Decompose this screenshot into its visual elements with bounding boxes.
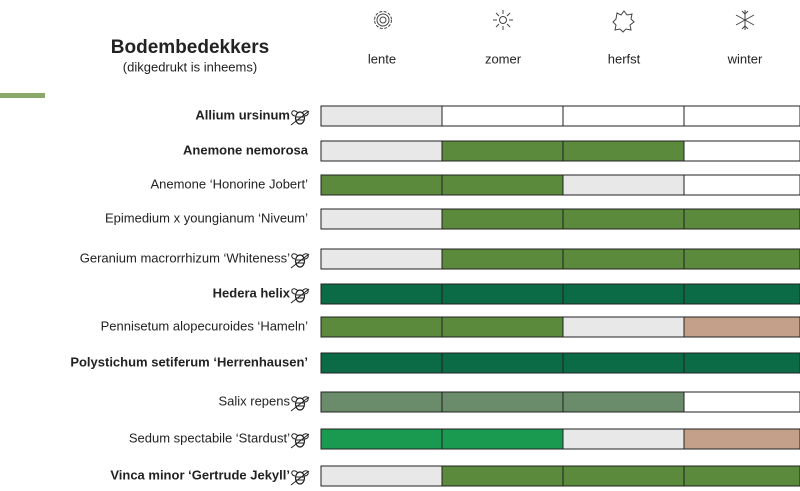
season-cell: [320, 283, 443, 305]
bee-body: [294, 289, 306, 303]
bee-icon: [290, 396, 310, 412]
season-cell: [562, 105, 685, 127]
season-cell: [683, 465, 800, 487]
season-cell: [683, 352, 800, 374]
season-cell: [562, 248, 685, 270]
plant-name: Allium ursinum: [195, 107, 290, 122]
season-cell: [683, 391, 800, 413]
season-cell: [320, 465, 443, 487]
plant-name: Sedum spectabile ‘Stardust’: [129, 430, 290, 445]
bee-icon: [290, 433, 310, 449]
season-cell: [441, 248, 564, 270]
season-cell: [683, 105, 800, 127]
bee-wings: [290, 253, 310, 269]
autumn-icon: [612, 10, 635, 33]
season-cell: [683, 140, 800, 162]
season-cell: [441, 316, 564, 338]
accent-bar: [0, 93, 45, 98]
season-label: zomer: [485, 51, 522, 66]
plant-name: Geranium macrorrhizum ‘Whiteness’: [80, 250, 290, 265]
plant-name: Pennisetum alopecuroides ‘Hameln’: [101, 318, 309, 333]
season-cell: [441, 174, 564, 196]
season-cell: [683, 316, 800, 338]
season-cell: [320, 352, 443, 374]
season-cell: [441, 352, 564, 374]
bee-icon: [290, 110, 310, 126]
season-cell: [683, 208, 800, 230]
season-cell: [441, 391, 564, 413]
bee-wings: [290, 433, 310, 449]
season-cell: [441, 105, 564, 127]
season-cell: [562, 208, 685, 230]
subtitle: (dikgedrukt is inheems): [123, 59, 257, 74]
season-cell: [320, 208, 443, 230]
season-label: herfst: [608, 51, 641, 66]
bee-body: [294, 397, 306, 411]
bee-body: [294, 434, 306, 448]
season-cell: [320, 174, 443, 196]
season-cell: [320, 316, 443, 338]
plant-name: Hedera helix: [213, 285, 291, 300]
plant-name: Anemone nemorosa: [183, 142, 309, 157]
bee-icon: [290, 288, 310, 304]
season-cell: [683, 174, 800, 196]
bee-wings: [290, 288, 310, 304]
bee-icon: [290, 253, 310, 269]
season-cell: [320, 105, 443, 127]
season-cell: [562, 316, 685, 338]
season-label: lente: [368, 51, 396, 66]
title: Bodembedekkers: [111, 37, 269, 58]
season-cell: [441, 428, 564, 450]
season-cell: [683, 428, 800, 450]
bee-body: [294, 254, 306, 268]
summer-icon: [493, 10, 513, 30]
season-cell: [562, 465, 685, 487]
spring-icon: [374, 11, 392, 29]
bee-wings: [290, 110, 310, 126]
plant-name: Anemone ‘Honorine Jobert’: [150, 176, 308, 191]
bee-body: [294, 471, 306, 485]
plant-name: Vinca minor ‘Gertrude Jekyll’: [110, 467, 290, 482]
bee-body: [294, 111, 306, 125]
season-cell: [562, 391, 685, 413]
season-cell: [320, 428, 443, 450]
bee-wings: [290, 396, 310, 412]
season-cell: [441, 465, 564, 487]
season-cell: [562, 428, 685, 450]
season-cell: [441, 140, 564, 162]
season-cell: [683, 248, 800, 270]
season-cell: [441, 283, 564, 305]
season-cell: [562, 283, 685, 305]
plant-name: Salix repens: [218, 393, 290, 408]
plant-name: Epimedium x youngianum ‘Niveum’: [105, 210, 308, 225]
season-cell: [320, 391, 443, 413]
season-cell: [441, 208, 564, 230]
plant-name: Polystichum setiferum ‘Herrenhausen’: [70, 354, 308, 369]
season-cell: [562, 174, 685, 196]
season-cell: [683, 283, 800, 305]
season-cell: [320, 248, 443, 270]
season-cell: [320, 140, 443, 162]
bee-icon: [290, 470, 310, 486]
season-cell: [562, 140, 685, 162]
winter-icon: [735, 10, 755, 30]
season-label: winter: [727, 51, 763, 66]
season-cell: [562, 352, 685, 374]
bee-wings: [290, 470, 310, 486]
